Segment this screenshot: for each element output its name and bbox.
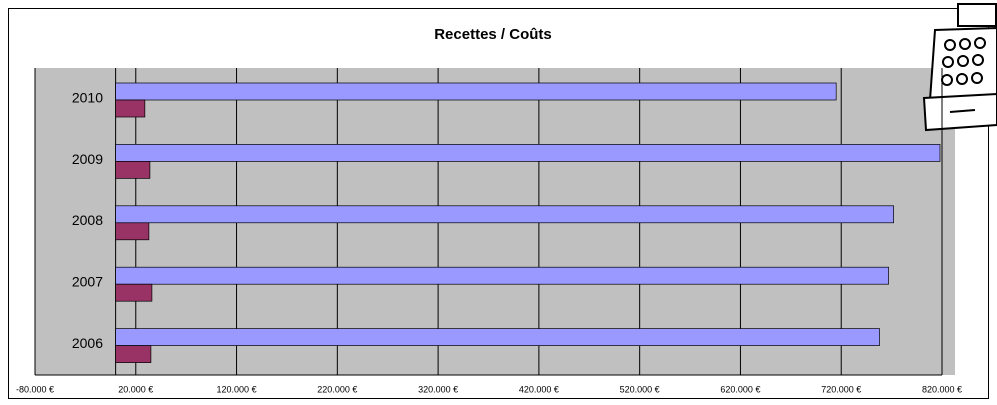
x-tick-label: 220.000 €	[317, 384, 357, 394]
y-tick-label: 2006	[72, 335, 103, 351]
bar	[116, 267, 889, 284]
x-tick-label: 620.000 €	[720, 384, 760, 394]
chart: Recettes / Coûts -80.000 € 20.000 € 120.00…	[0, 0, 997, 400]
bar	[116, 144, 940, 161]
x-tick-label: 820.000 €	[922, 384, 962, 394]
page: {"chart_data": {"type": "hbar", "title":…	[0, 0, 997, 400]
bar	[116, 100, 145, 117]
x-tick-label: 520.000 €	[620, 384, 660, 394]
chart-title: Recettes / Coûts	[434, 26, 552, 43]
bar	[116, 223, 149, 240]
y-tick-label: 2007	[72, 274, 103, 290]
x-tick-label: 120.000 €	[217, 384, 257, 394]
y-tick-label: 2010	[72, 89, 103, 105]
x-tick-label: 720.000 €	[821, 384, 861, 394]
x-tick-label: 320.000 €	[418, 384, 458, 394]
x-tick-label: -80.000 €	[16, 384, 54, 394]
bar	[116, 346, 151, 363]
bar	[116, 161, 150, 178]
x-tick-label: 20.000 €	[118, 384, 153, 394]
bar	[116, 206, 894, 223]
y-tick-label: 2009	[72, 151, 103, 167]
x-tick-label: 420.000 €	[519, 384, 559, 394]
bar	[116, 329, 880, 346]
bar	[116, 284, 152, 301]
bar	[116, 83, 837, 100]
y-tick-label: 2008	[72, 212, 103, 228]
